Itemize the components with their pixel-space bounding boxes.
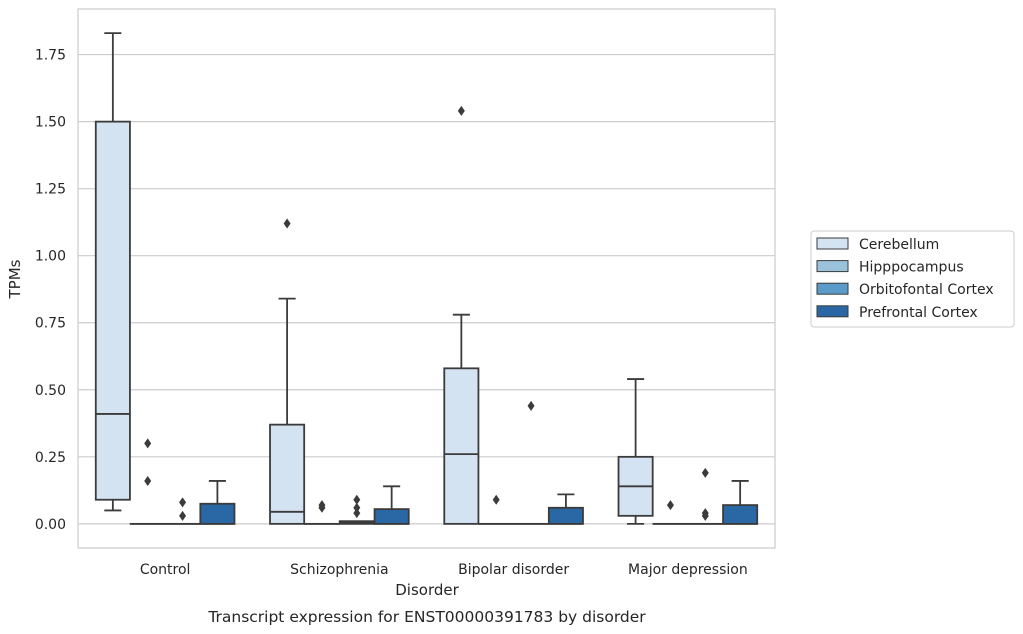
legend-label: Hipppocampus	[859, 260, 964, 276]
y-tick-label: 0.75	[35, 316, 66, 332]
outlier-point	[353, 508, 361, 519]
y-tick-label: 0.00	[35, 517, 66, 533]
y-tick-label: 0.25	[35, 450, 66, 466]
legend-swatch	[816, 305, 849, 318]
box-cerebellum	[443, 105, 480, 525]
box-body	[547, 506, 584, 525]
y-tick-label: 1.50	[35, 115, 66, 131]
x-tick-label: Schizophrenia	[290, 562, 388, 578]
outlier-point	[353, 502, 361, 513]
outlier-point	[353, 494, 361, 505]
legend-swatch	[816, 282, 849, 295]
y-tick-label: 1.75	[35, 48, 66, 64]
x-tick-label: Control	[140, 562, 191, 578]
legend-label: Orbitofontal Cortex	[859, 282, 994, 298]
box-hipppocampus	[129, 438, 166, 525]
y-axis-label: TPMs	[6, 259, 24, 299]
outlier-point	[144, 475, 152, 486]
y-tick-label: 1.25	[35, 182, 66, 198]
legend-label: Prefrontal Cortex	[859, 305, 978, 321]
legend-label: Cerebellum	[859, 237, 939, 253]
outlier-point	[701, 467, 709, 478]
grid-lines	[78, 53, 775, 525]
box-prefrontal-cortex	[199, 480, 236, 525]
box-hipppocampus	[652, 500, 689, 525]
legend-item: Hipppocampus	[816, 260, 964, 276]
plot-frame	[77, 8, 776, 549]
box-orbitofontal-cortex	[338, 494, 375, 525]
legend-item: Orbitofontal Cortex	[816, 282, 994, 298]
legend-item: Cerebellum	[816, 237, 939, 253]
box-cerebellum	[269, 218, 306, 525]
legend-item: Prefrontal Cortex	[816, 305, 978, 321]
box-body	[269, 423, 306, 525]
outlier-point	[283, 218, 291, 229]
chart-caption: Transcript expression for ENST0000039178…	[207, 608, 646, 626]
box-cerebellum	[94, 32, 131, 512]
legend-swatch	[816, 260, 849, 273]
legend: Cerebellum Hipppocampus Orbitofontal Corte…	[810, 230, 1015, 328]
outlier-point	[179, 497, 187, 508]
x-axis-ticks: Control Schizophrenia Bipolar disorder Majo…	[140, 562, 748, 578]
box-plot-series	[94, 32, 759, 525]
legend-swatch	[816, 237, 849, 250]
box-prefrontal-cortex	[373, 485, 410, 525]
box-orbitofontal-cortex	[164, 497, 201, 525]
box-cerebellum	[617, 378, 654, 525]
box-body	[443, 367, 480, 525]
x-axis-label: Disorder	[395, 581, 459, 599]
box-hipppocampus	[303, 500, 340, 525]
box-body	[373, 508, 410, 525]
outlier-point	[318, 500, 326, 511]
box-body	[722, 504, 759, 525]
outlier-point	[701, 508, 709, 519]
box-body	[94, 120, 131, 501]
box-body	[199, 502, 236, 525]
outlier-point	[527, 400, 535, 411]
y-tick-label: 0.50	[35, 383, 66, 399]
y-tick-label: 1.00	[35, 249, 66, 265]
box-hipppocampus	[478, 494, 515, 525]
box-prefrontal-cortex	[547, 493, 584, 525]
x-tick-label: Major depression	[628, 562, 748, 578]
legend-frame	[810, 230, 1015, 328]
x-tick-label: Bipolar disorder	[458, 562, 569, 578]
outlier-point	[179, 510, 187, 521]
box-orbitofontal-cortex	[687, 467, 724, 525]
outlier-point	[492, 494, 500, 505]
y-axis-ticks: 0.00 0.25 0.50 0.75 1.00 1.25 1.50 1.75	[35, 48, 66, 533]
box-prefrontal-cortex	[722, 480, 759, 525]
outlier-point	[666, 500, 674, 511]
outlier-point	[457, 105, 465, 116]
box-orbitofontal-cortex	[513, 400, 550, 525]
outlier-point	[144, 438, 152, 449]
